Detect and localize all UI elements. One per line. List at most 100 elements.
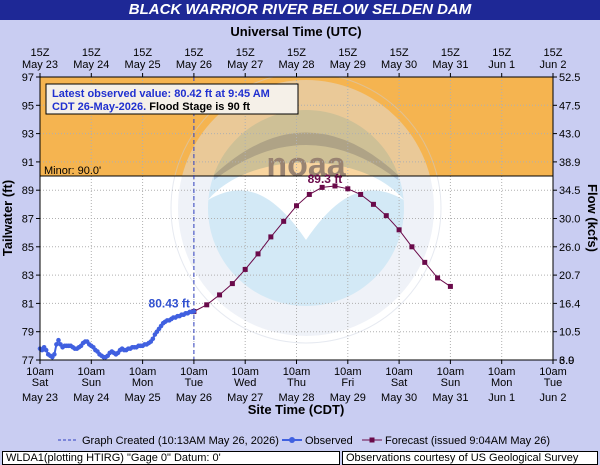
bottom-tick-date: May 28	[278, 392, 314, 404]
right-tick-label: 34.5	[559, 185, 580, 197]
footer-gage-info: WLDA1(plotting HTIRG) "Gage 0" Datum: 0'	[2, 451, 340, 465]
top-tick-date: May 25	[125, 59, 161, 71]
top-tick-time: 15Z	[184, 47, 203, 59]
top-tick-time: 15Z	[441, 47, 460, 59]
bottom-tick-date: May 31	[432, 392, 468, 404]
top-tick-date: May 26	[176, 59, 212, 71]
bottom-tick-time: 10am	[180, 366, 208, 378]
left-tick-label: 95	[22, 100, 34, 112]
right-tick-label: 43.0	[559, 129, 580, 141]
latest-value-box: Latest observed value: 80.42 ft at 9:45 …	[45, 83, 299, 115]
top-tick-time: 15Z	[544, 47, 563, 59]
bottom-tick-day: Sat	[32, 377, 49, 389]
forecast-point	[447, 283, 453, 289]
left-tick-label: 79	[22, 327, 34, 339]
left-tick-label: 83	[22, 270, 34, 282]
right-tick-label: 3.0	[559, 355, 574, 367]
forecast-point	[229, 281, 235, 287]
forecast-point	[332, 183, 338, 189]
latest-value-line2a: CDT 26-May-2026.	[52, 101, 149, 113]
right-tick-label: 52.5	[559, 72, 580, 84]
observed-series	[37, 309, 197, 360]
left-tick-label: 87	[22, 214, 34, 226]
forecast-series	[191, 183, 453, 314]
bottom-tick-day: Sun	[82, 377, 102, 389]
bottom-tick-time: 10am	[283, 366, 311, 378]
bottom-tick-time: 10am	[78, 366, 106, 378]
left-axis: 77 79 81 83 85 87 89 91 93 95 97	[22, 72, 40, 367]
top-tick-time: 15Z	[133, 47, 152, 59]
noaa-logo-watermark: noaa	[170, 72, 442, 344]
bottom-tick-day: Sun	[441, 377, 461, 389]
svg-text:CDT 26-May-2026. Flood Stage i: CDT 26-May-2026. Flood Stage is 90 ft	[52, 101, 250, 113]
right-tick-label: 20.7	[559, 270, 580, 282]
right-tick-label: 16.4	[559, 298, 580, 310]
observed-point	[54, 342, 59, 347]
observed-point	[56, 337, 61, 343]
left-tick-label: 93	[22, 129, 34, 141]
top-tick-date: Jun 1	[488, 59, 515, 71]
latest-value-line1: Latest observed value: 80.42 ft at 9:45 …	[52, 88, 270, 100]
top-tick-date: May 29	[330, 59, 366, 71]
top-tick-date: May 28	[278, 59, 314, 71]
bottom-tick-day: Fri	[341, 377, 354, 389]
bottom-tick-date: Jun 1	[488, 392, 515, 404]
forecast-point	[422, 259, 428, 265]
forecast-point	[383, 213, 389, 219]
legend-created-label: Graph Created (10:13AM May 26, 2026)	[82, 435, 279, 447]
right-axis: 6.9 10.5 16.4 20.7 26.0 30.0 34.5 38.9 43.0 47.5 5…	[553, 72, 580, 367]
observed-point	[52, 352, 57, 357]
left-tick-label: 77	[22, 355, 34, 367]
forecast-point	[319, 184, 325, 190]
bottom-tick-time: 10am	[26, 366, 54, 378]
forecast-point	[242, 266, 248, 272]
right-tick-label: 38.9	[559, 157, 580, 169]
legend-observed-label: Observed	[305, 435, 353, 447]
right-tick-label: 6.9	[559, 355, 574, 367]
bottom-tick-day: Sat	[391, 377, 408, 389]
forecast-point	[268, 234, 274, 240]
bottom-tick-date: Jun 2	[540, 392, 567, 404]
bottom-tick-day: Tue	[544, 377, 563, 389]
forecast-point	[281, 218, 287, 224]
top-tick-date: May 31	[432, 59, 468, 71]
legend: Graph Created (10:13AM May 26, 2026) Obs…	[58, 435, 550, 447]
bottom-tick-day: Thu	[287, 377, 306, 389]
top-tick-time: 15Z	[287, 47, 306, 59]
top-tick-time: 15Z	[82, 47, 101, 59]
bottom-tick-time: 10am	[231, 366, 259, 378]
right-tick-label: 47.5	[559, 100, 580, 112]
forecast-point	[204, 302, 210, 308]
forecast-point	[409, 244, 415, 250]
forecast-point	[435, 275, 441, 281]
forecast-point	[294, 203, 299, 209]
right-tick-label: 10.5	[559, 327, 580, 339]
top-tick-time: 15Z	[338, 47, 357, 59]
left-tick-label: 85	[22, 242, 34, 254]
bottom-tick-day: Tue	[185, 377, 204, 389]
observed-point	[150, 336, 156, 342]
observed-value-label: 80.43 ft	[149, 296, 190, 310]
top-axis-title: Universal Time (UTC)	[230, 24, 361, 39]
left-tick-label: 91	[22, 157, 34, 169]
bottom-tick-date: May 29	[330, 392, 366, 404]
top-tick-time: 15Z	[236, 47, 255, 59]
legend-forecast-label: Forecast (issued 9:04AM May 26)	[385, 435, 550, 447]
bottom-tick-time: 10am	[539, 366, 567, 378]
top-tick-time: 15Z	[492, 47, 511, 59]
forecast-point	[345, 186, 351, 192]
observed-point	[43, 347, 49, 353]
forecast-point	[255, 251, 261, 257]
forecast-point	[396, 227, 402, 233]
top-tick-date: May 24	[73, 59, 109, 71]
bottom-tick-date: May 30	[381, 392, 417, 404]
flood-stage-note: Flood Stage is 90 ft	[149, 101, 250, 113]
left-tick-label: 97	[22, 72, 34, 84]
bottom-tick-day: Mon	[491, 377, 512, 389]
right-axis-title: Flow (kcfs)	[585, 184, 600, 252]
left-tick-label: 89	[22, 185, 34, 197]
right-tick-label: 26.0	[559, 242, 580, 254]
forecast-point	[358, 191, 364, 197]
